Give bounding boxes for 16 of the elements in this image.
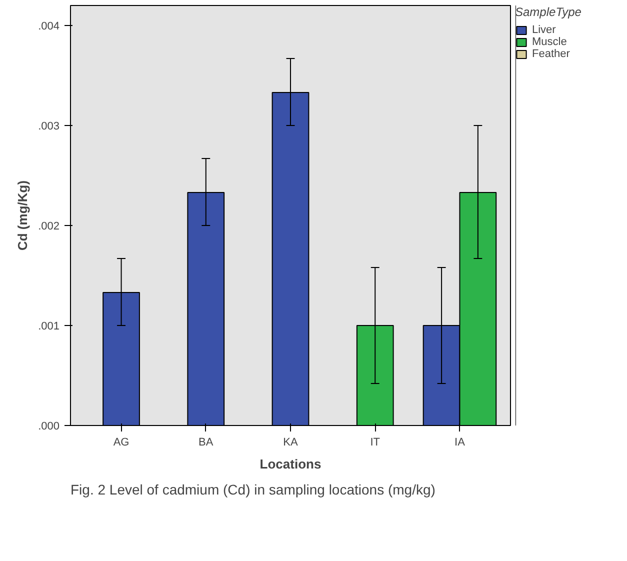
legend-label: Liver: [532, 24, 556, 36]
caption: Fig. 2 Level of cadmium (Cd) in sampling locations (mg/kg): [70, 482, 436, 498]
x-tick-label: KA: [283, 436, 298, 448]
y-tick-label: .004: [38, 20, 60, 32]
legend-label: Muscle: [532, 36, 567, 48]
x-tick-label: BA: [198, 436, 214, 448]
x-tick-label: IA: [454, 436, 466, 448]
y-tick-label: .002: [38, 220, 60, 232]
y-axis-title: Cd (mg/Kg): [15, 180, 30, 251]
y-tick-label: .000: [38, 420, 60, 432]
x-tick-label: IT: [370, 436, 380, 448]
y-tick-label: .003: [38, 120, 60, 132]
x-tick-label: AG: [113, 436, 130, 448]
x-axis-title: Locations: [260, 456, 322, 472]
y-tick-label: .001: [38, 320, 60, 332]
legend-label: Feather: [532, 48, 570, 60]
